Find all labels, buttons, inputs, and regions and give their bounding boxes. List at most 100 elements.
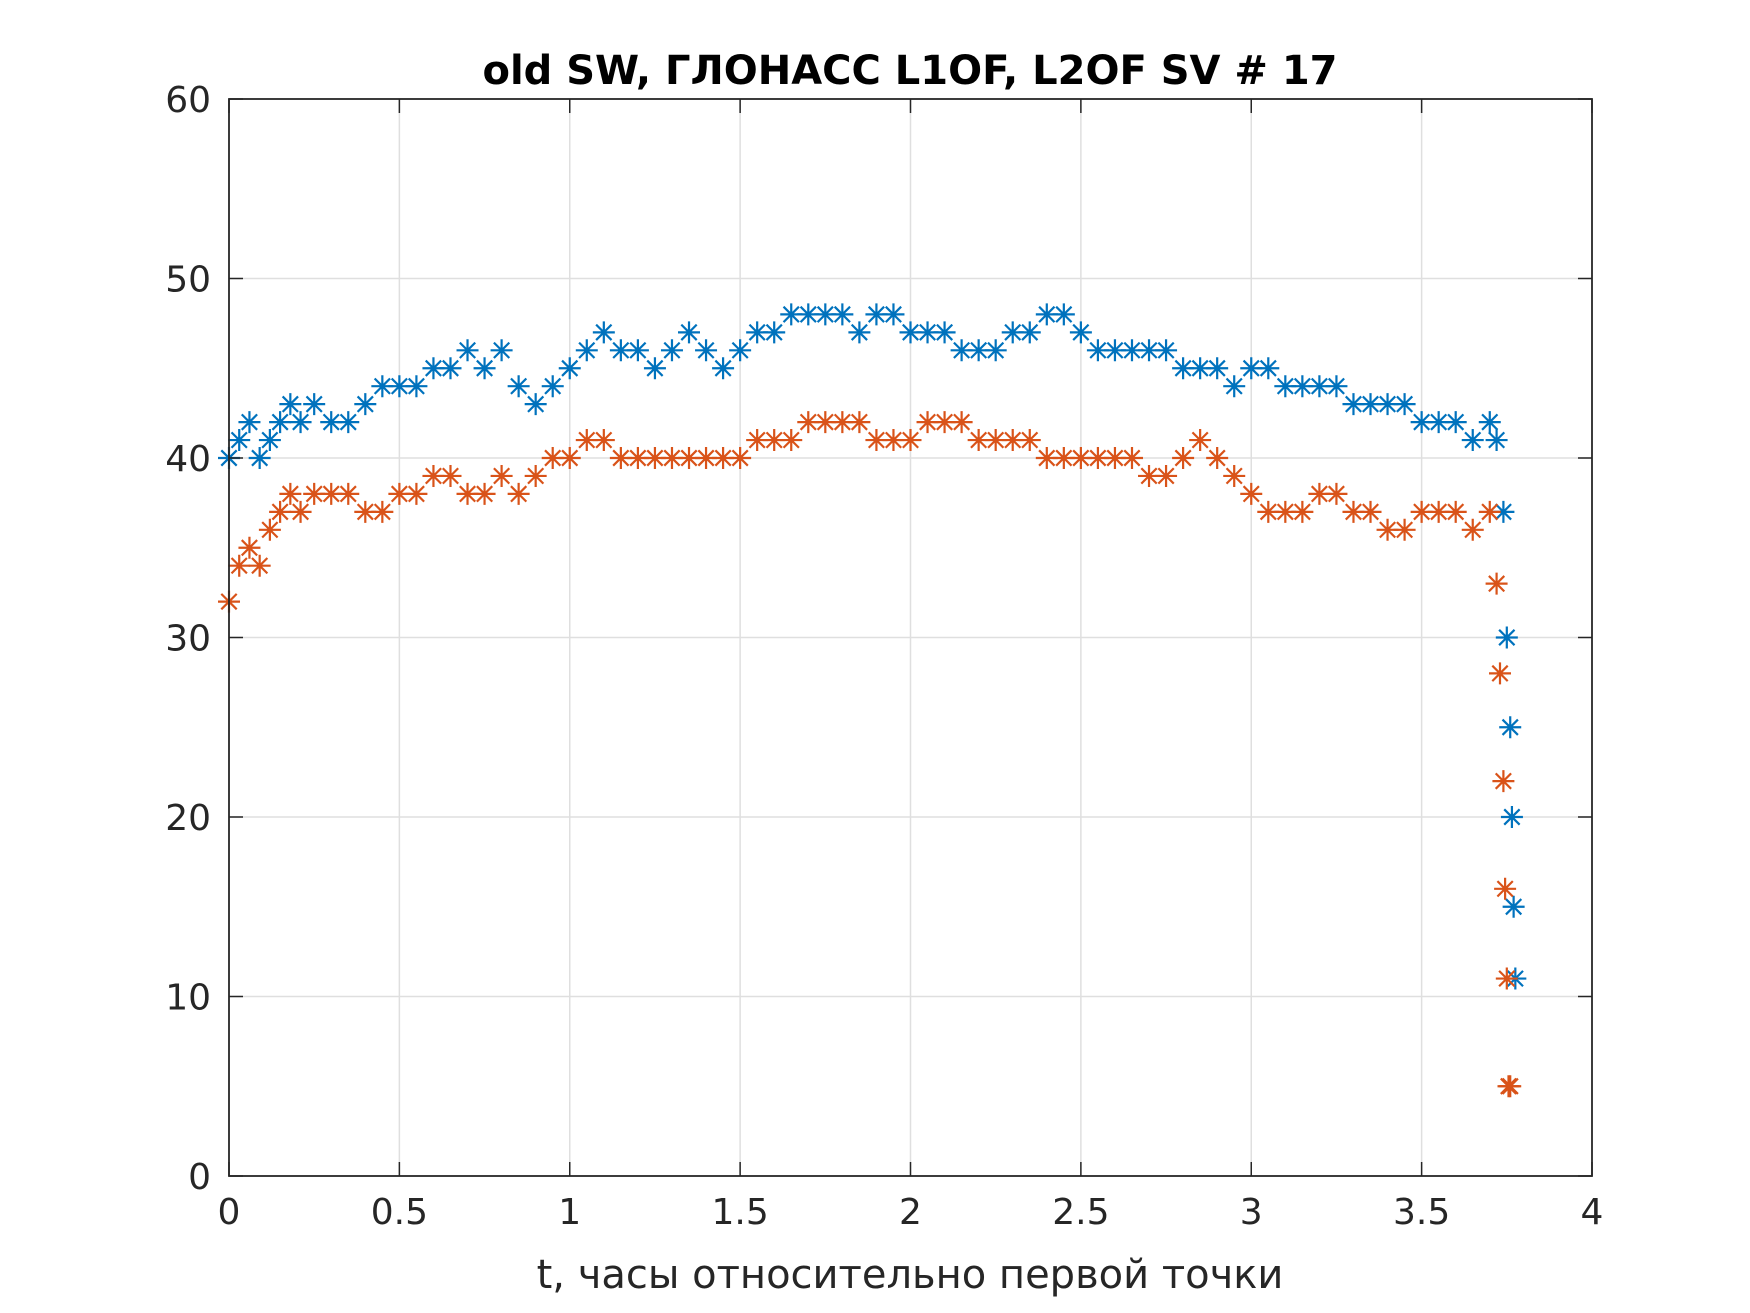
data-point-l1of [354, 393, 377, 416]
data-point-l1of [695, 339, 718, 362]
data-point-l2of [797, 411, 820, 434]
data-point-l1of [763, 321, 786, 344]
data-point-l2of [1489, 662, 1511, 685]
data-point-l2of [258, 518, 281, 541]
x-tick-label: 1 [558, 1192, 581, 1233]
data-point-l1of [558, 357, 581, 380]
data-point-l2of [1172, 447, 1195, 469]
data-point-l2of [1103, 447, 1126, 469]
data-point-l1of [575, 339, 598, 362]
data-point-l1of [405, 375, 428, 398]
data-point-l1of [1410, 411, 1433, 434]
data-point-l2of [695, 447, 718, 469]
y-tick-label: 30 [165, 619, 211, 660]
chart-title: old SW, ГЛОНАСС L1OF, L2OF SV # 17 [482, 48, 1337, 94]
data-point-l1of [1308, 375, 1331, 398]
data-point-l1of [1189, 357, 1212, 380]
data-point-l1of [258, 429, 281, 452]
data-point-l2of [524, 464, 547, 487]
x-tick-labels: 0 0.5 1 1.5 2 2.5 3 3.5 4 [218, 1192, 1604, 1233]
data-point-l1of [1206, 357, 1229, 380]
data-point-l2of [643, 447, 666, 469]
data-point-l2of [248, 554, 271, 577]
data-point-l2of [1240, 482, 1263, 505]
data-point-l2of [592, 429, 615, 452]
data-point-l2of [763, 429, 786, 452]
data-point-l1of [1172, 357, 1195, 380]
data-point-l1of [1120, 339, 1143, 362]
x-tick-label: 2 [899, 1192, 922, 1233]
data-point-l1of [882, 303, 905, 326]
data-point-l1of [1342, 393, 1365, 416]
data-point-l1of [1223, 375, 1246, 398]
data-point-l2of [541, 447, 564, 469]
data-point-l1of [814, 303, 837, 326]
data-point-l1of [279, 393, 302, 416]
data-point-l2of [1308, 482, 1331, 505]
y-tick-label: 40 [165, 439, 211, 480]
data-point-l1of [388, 375, 411, 398]
data-point-l2of [1291, 500, 1314, 523]
data-point-l1of [1155, 339, 1178, 362]
data-point-l1of [269, 411, 292, 434]
data-point-l2of [269, 500, 292, 523]
data-point-l1of [729, 339, 752, 362]
data-point-l2of [626, 447, 649, 469]
data-point-l2of [456, 482, 479, 505]
x-tick-label: 2.5 [1052, 1192, 1109, 1233]
y-tick-label: 0 [188, 1157, 211, 1198]
data-point-l2of [831, 411, 854, 434]
data-point-l1of [1502, 895, 1525, 918]
data-point-l2of [1035, 447, 1058, 469]
data-point-l2of [422, 464, 445, 487]
data-point-l1of [320, 411, 343, 434]
data-point-l2of [1461, 518, 1484, 541]
data-point-l2of [1206, 447, 1229, 469]
y-tick-label: 60 [165, 80, 211, 121]
data-point-l2of [678, 447, 701, 469]
x-tick-label: 0.5 [371, 1192, 428, 1233]
data-point-l2of [1274, 500, 1297, 523]
data-point-l2of [1189, 429, 1212, 452]
y-tick-label: 10 [165, 978, 211, 1019]
data-point-l1of [950, 339, 973, 362]
data-point-l2of [320, 482, 343, 505]
data-point-l2of [865, 429, 888, 452]
data-point-l2of [354, 500, 377, 523]
data-point-l2of [490, 464, 513, 487]
data-point-l2of [780, 429, 803, 452]
data-point-l2of [1325, 482, 1348, 505]
data-point-l1of [1274, 375, 1297, 398]
data-point-l2of [1410, 500, 1433, 523]
data-point-l1of [1291, 375, 1314, 398]
data-point-l1of [507, 375, 530, 398]
grid [229, 99, 1592, 1176]
data-point-l1of [303, 393, 326, 416]
data-point-l2of [439, 464, 462, 487]
data-point-l1of [712, 357, 735, 380]
tick-marks [228, 98, 1593, 1177]
data-point-l1of [1500, 806, 1523, 828]
data-point-l1of [626, 339, 649, 362]
data-point-l2of [899, 429, 922, 452]
data-point-l2of [916, 411, 939, 434]
y-tick-labels: 0 10 20 30 40 50 60 [165, 80, 211, 1198]
data-point-l2of [1494, 877, 1517, 900]
data-point-l1of [1035, 303, 1058, 326]
data-point-l1of [609, 339, 632, 362]
data-point-l1of [439, 357, 462, 380]
data-point-l2of [371, 500, 394, 523]
data-point-l2of [967, 429, 990, 452]
data-point-l1of [422, 357, 445, 380]
data-point-l2of [882, 429, 905, 452]
data-point-l1of [1001, 321, 1024, 344]
data-point-l1of [1495, 626, 1518, 649]
data-point-l2of [1485, 572, 1508, 595]
data-point-l2of [1223, 464, 1246, 487]
data-point-l1of [1257, 357, 1280, 380]
data-point-l2of [1257, 500, 1280, 523]
data-point-l2of [1342, 500, 1365, 523]
data-point-l1of [456, 339, 479, 362]
x-tick-label: 1.5 [711, 1192, 768, 1233]
